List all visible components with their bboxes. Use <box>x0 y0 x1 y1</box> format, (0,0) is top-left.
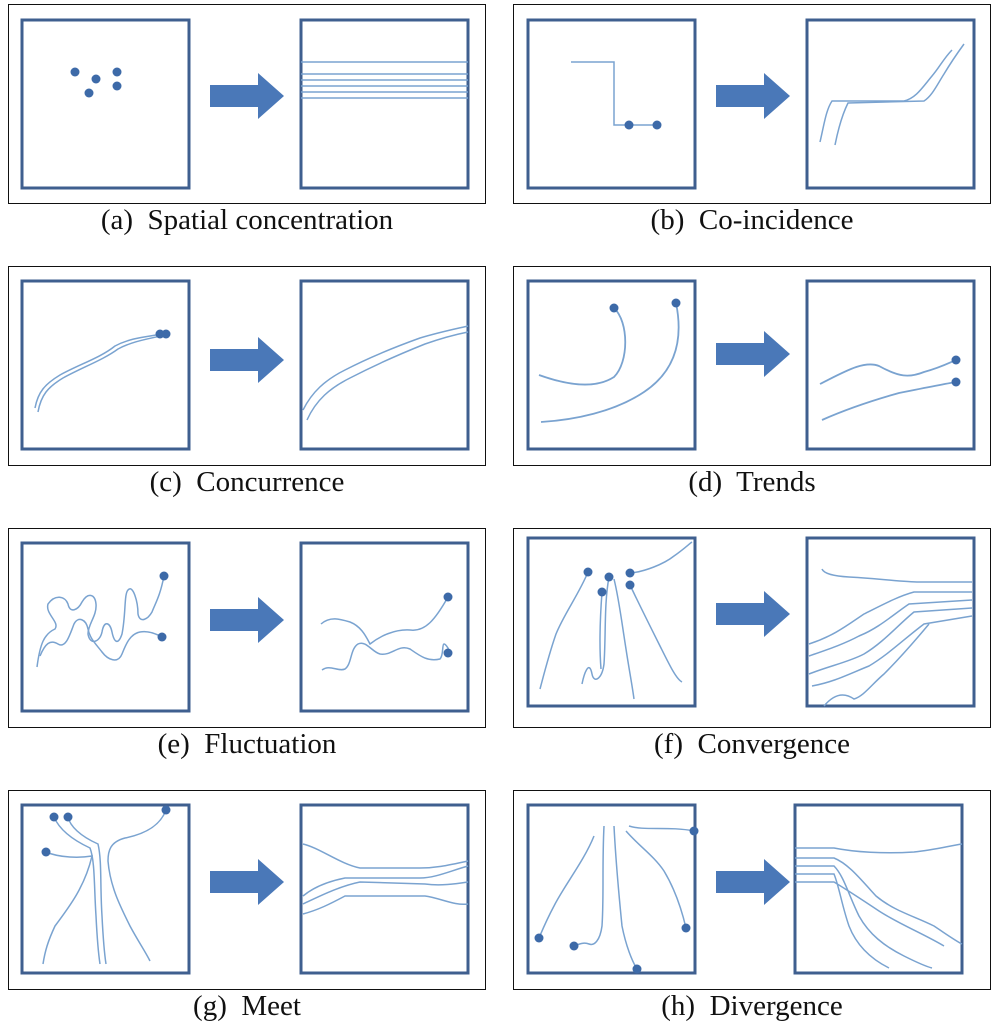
panel-d-frame <box>513 266 991 466</box>
panel-a-illustration <box>20 18 470 190</box>
panel-f-frame <box>513 528 991 728</box>
point-marker <box>583 567 593 577</box>
map-after <box>299 541 470 713</box>
map-after <box>805 536 976 708</box>
map-after <box>793 803 964 975</box>
caption-g-title: Meet <box>241 990 301 1022</box>
transform-arrow <box>716 591 790 637</box>
caption-f: (f) Convergence <box>513 728 991 760</box>
panel-d: (d) Trends <box>504 262 999 512</box>
map-before <box>20 803 191 975</box>
map-after <box>299 803 470 975</box>
point-marker <box>159 571 169 581</box>
point-marker <box>91 74 101 84</box>
map-before <box>20 541 191 713</box>
point-marker <box>625 580 635 590</box>
map-before <box>526 18 697 190</box>
caption-d: (d) Trends <box>513 466 991 498</box>
point-marker <box>112 81 122 91</box>
point-marker <box>70 67 80 77</box>
caption-e: (e) Fluctuation <box>8 728 486 760</box>
caption-a: (a) Spatial concentration <box>8 204 486 236</box>
point-marker <box>604 572 614 582</box>
caption-c: (c) Concurrence <box>8 466 486 498</box>
caption-d-title: Trends <box>736 466 816 498</box>
point-marker <box>625 568 635 578</box>
caption-g: (g) Meet <box>8 990 486 1022</box>
point-marker <box>49 812 59 822</box>
map-before <box>526 279 697 451</box>
panel-c-illustration <box>20 279 470 451</box>
point-marker <box>84 88 94 98</box>
caption-b: (b) Co-incidence <box>513 204 991 236</box>
panel-h-illustration <box>526 803 964 975</box>
point-marker <box>161 329 171 339</box>
point-marker <box>609 303 619 313</box>
point-marker <box>443 648 453 658</box>
transform-arrow <box>210 73 284 119</box>
caption-c-label: (c) <box>149 466 182 498</box>
point-marker <box>569 941 579 951</box>
point-marker <box>689 826 699 836</box>
panel-b-illustration <box>526 18 976 190</box>
transform-arrow <box>716 331 790 377</box>
map-after <box>299 18 470 190</box>
panel-e-illustration <box>20 541 470 713</box>
caption-a-label: (a) <box>100 204 134 236</box>
map-before <box>526 803 697 975</box>
panel-g-illustration <box>20 803 470 975</box>
caption-e-label: (e) <box>157 728 190 760</box>
caption-a-title: Spatial concentration <box>147 204 394 236</box>
point-marker <box>624 120 634 130</box>
panel-h: (h) Divergence <box>504 786 999 1036</box>
point-marker <box>534 933 544 943</box>
transform-arrow <box>716 73 790 119</box>
point-marker <box>951 377 961 387</box>
caption-f-title: Convergence <box>697 728 850 760</box>
point-marker <box>161 805 171 815</box>
map-before <box>20 18 191 190</box>
panel-e: (e) Fluctuation <box>0 524 495 774</box>
map-before <box>526 536 697 708</box>
caption-c-title: Concurrence <box>196 466 345 498</box>
point-marker <box>63 812 73 822</box>
point-marker <box>652 120 662 130</box>
panel-c: (c) Concurrence <box>0 262 495 512</box>
point-marker <box>41 847 51 857</box>
transform-arrow <box>210 597 284 643</box>
panel-f: (f) Convergence <box>504 524 999 774</box>
map-before <box>20 279 191 451</box>
point-marker <box>671 298 681 308</box>
transform-arrow <box>210 337 284 383</box>
point-marker <box>681 923 691 933</box>
caption-h: (h) Divergence <box>513 990 991 1022</box>
caption-d-label: (d) <box>688 466 723 498</box>
panel-a: (a) Spatial concentration <box>0 0 495 250</box>
panel-b: (b) Co-incidence <box>504 0 999 250</box>
transform-arrow <box>210 859 284 905</box>
point-marker <box>112 67 122 77</box>
map-after <box>805 279 976 451</box>
caption-e-title: Fluctuation <box>204 728 337 760</box>
point-marker <box>443 592 453 602</box>
transform-arrow <box>716 859 790 905</box>
caption-h-title: Divergence <box>709 990 843 1022</box>
point-marker <box>597 587 607 597</box>
panel-d-illustration <box>526 279 976 451</box>
map-after <box>805 18 976 190</box>
caption-b-title: Co-incidence <box>698 204 854 236</box>
caption-b-label: (b) <box>650 204 685 236</box>
caption-h-label: (h) <box>661 990 696 1022</box>
point-marker <box>157 632 167 642</box>
caption-f-label: (f) <box>654 728 683 760</box>
caption-g-label: (g) <box>193 990 227 1022</box>
map-after <box>299 279 470 451</box>
point-marker <box>632 964 642 974</box>
panel-g: (g) Meet <box>0 786 495 1036</box>
panel-f-illustration <box>526 536 976 708</box>
point-marker <box>951 355 961 365</box>
